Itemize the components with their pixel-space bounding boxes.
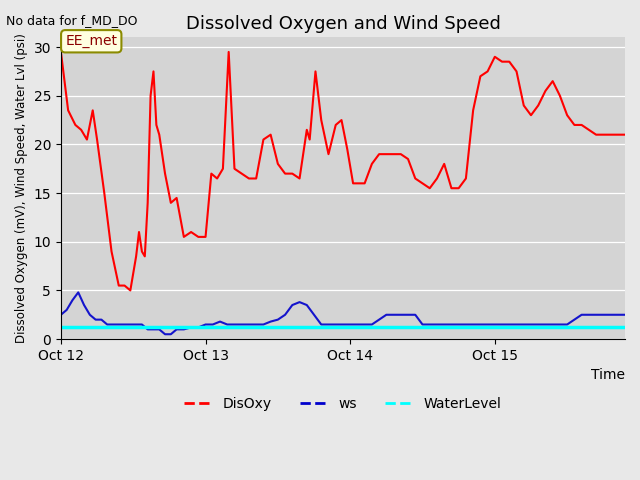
ws bbox=[74, 289, 82, 295]
DisOxy bbox=[57, 49, 65, 55]
Text: EE_met: EE_met bbox=[65, 34, 117, 48]
Legend: DisOxy, ws, WaterLevel: DisOxy, ws, WaterLevel bbox=[179, 391, 508, 417]
DisOxy bbox=[534, 103, 542, 108]
Line: ws: ws bbox=[61, 292, 625, 334]
DisOxy bbox=[433, 176, 441, 181]
ws bbox=[161, 331, 169, 337]
DisOxy bbox=[135, 229, 143, 235]
ws bbox=[621, 312, 629, 318]
ws bbox=[150, 326, 157, 332]
ws bbox=[156, 326, 163, 332]
DisOxy bbox=[621, 132, 629, 138]
ws bbox=[216, 319, 224, 324]
ws bbox=[549, 322, 557, 327]
Y-axis label: Dissolved Oxygen (mV), Wind Speed, Water Lvl (psi): Dissolved Oxygen (mV), Wind Speed, Water… bbox=[15, 33, 28, 343]
DisOxy bbox=[207, 171, 215, 177]
DisOxy bbox=[600, 132, 607, 138]
DisOxy bbox=[127, 288, 134, 293]
Line: DisOxy: DisOxy bbox=[61, 52, 625, 290]
DisOxy bbox=[520, 103, 527, 108]
ws bbox=[339, 322, 347, 327]
Text: No data for f_MD_DO: No data for f_MD_DO bbox=[6, 14, 138, 27]
ws bbox=[57, 312, 65, 318]
Title: Dissolved Oxygen and Wind Speed: Dissolved Oxygen and Wind Speed bbox=[186, 15, 500, 33]
X-axis label: Time: Time bbox=[591, 368, 625, 383]
ws bbox=[332, 322, 340, 327]
